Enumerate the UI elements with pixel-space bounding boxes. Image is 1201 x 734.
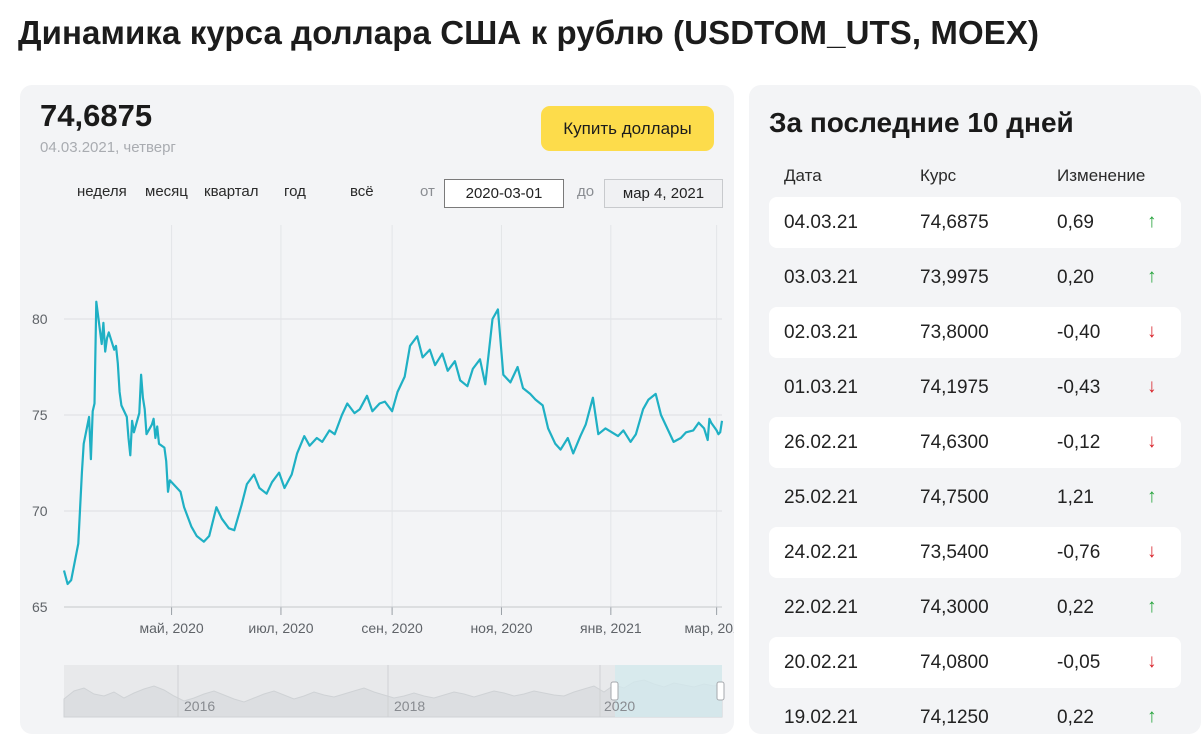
range-from-label: от [420, 183, 435, 200]
table-row: 22.02.21 74,3000 0,22 ↑ [769, 582, 1181, 633]
range-navigator[interactable]: 2016 2018 2020 [63, 665, 725, 718]
x-axis: май, 2020 июл, 2020 сен, 2020 ноя, 2020 янв,… [64, 606, 734, 636]
row-date: 22.02.21 [784, 597, 858, 618]
table-row: 25.02.21 74,7500 1,21 ↑ [769, 472, 1181, 523]
row-rate: 74,7500 [920, 487, 989, 508]
y-tick-label: 70 [32, 503, 48, 519]
page-title: Динамика курса доллара США к рублю (USDT… [18, 14, 1040, 51]
arrow-down-icon: ↓ [1147, 431, 1157, 452]
chart-grid [64, 225, 722, 611]
row-change: -0,05 [1057, 652, 1101, 673]
last-10-days-panel: За последние 10 дней Дата Курс Изменение… [749, 85, 1201, 734]
date-from-input[interactable] [444, 179, 564, 208]
x-tick-label: май, 2020 [139, 620, 203, 636]
table-row: 26.02.21 74,6300 -0,12 ↓ [769, 417, 1181, 468]
row-rate: 74,6300 [920, 432, 989, 453]
x-tick-label: мар, 2021 [685, 620, 734, 636]
period-month[interactable]: месяц [145, 183, 188, 200]
usd-rate-line [62, 300, 724, 586]
row-change: 0,22 [1057, 597, 1094, 618]
row-change: 0,69 [1057, 212, 1094, 233]
row-date: 03.03.21 [784, 267, 858, 288]
table-row: 20.02.21 74,0800 -0,05 ↓ [769, 637, 1181, 688]
table-row: 24.02.21 73,5400 -0,76 ↓ [769, 527, 1181, 578]
arrow-down-icon: ↓ [1147, 651, 1157, 672]
arrow-up-icon: ↑ [1147, 706, 1157, 727]
row-date: 24.02.21 [784, 542, 858, 563]
period-all[interactable]: всё [350, 183, 374, 200]
rate-date: 04.03.2021, четверг [40, 139, 176, 156]
x-tick-label: ноя, 2020 [470, 620, 532, 636]
row-rate: 73,9975 [920, 267, 989, 288]
table-row: 03.03.21 73,9975 0,20 ↑ [769, 252, 1181, 303]
arrow-up-icon: ↑ [1147, 486, 1157, 507]
x-tick-label: июл, 2020 [248, 620, 313, 636]
table-row: 19.02.21 74,1250 0,22 ↑ [769, 692, 1181, 734]
row-change: 1,21 [1057, 487, 1094, 508]
column-header-date: Дата [784, 166, 822, 185]
x-tick-label: янв, 2021 [580, 620, 642, 636]
range-to-label: до [577, 183, 595, 200]
table-title: За последние 10 дней [769, 107, 1074, 138]
row-date: 19.02.21 [784, 707, 858, 728]
row-date: 01.03.21 [784, 377, 858, 398]
arrow-down-icon: ↓ [1147, 541, 1157, 562]
row-change: 0,20 [1057, 267, 1094, 288]
navigator-right-handle[interactable] [716, 681, 725, 701]
row-rate: 73,8000 [920, 322, 989, 343]
y-axis: 65 70 75 80 [32, 311, 48, 615]
row-date: 26.02.21 [784, 432, 858, 453]
row-change: -0,76 [1057, 542, 1101, 563]
row-rate: 74,6875 [920, 212, 989, 233]
arrow-up-icon: ↑ [1147, 211, 1157, 232]
column-header-rate: Курс [920, 166, 957, 185]
period-year[interactable]: год [284, 183, 306, 200]
row-date: 02.03.21 [784, 322, 858, 343]
navigator-year-label: 2016 [184, 698, 215, 714]
table-row: 01.03.21 74,1975 -0,43 ↓ [769, 362, 1181, 413]
row-rate: 74,1250 [920, 707, 989, 728]
current-rate: 74,6875 [40, 98, 153, 133]
y-tick-label: 75 [32, 407, 48, 423]
arrow-down-icon: ↓ [1147, 321, 1157, 342]
row-change: -0,40 [1057, 322, 1101, 343]
row-change: 0,22 [1057, 707, 1094, 728]
row-change: -0,43 [1057, 377, 1101, 398]
date-to-input[interactable] [604, 179, 723, 208]
navigator-year-label: 2020 [604, 698, 635, 714]
y-tick-label: 65 [32, 599, 48, 615]
row-date: 04.03.21 [784, 212, 858, 233]
row-date: 20.02.21 [784, 652, 858, 673]
navigator-selection[interactable] [615, 665, 722, 717]
row-rate: 74,3000 [920, 597, 989, 618]
row-rate: 74,1975 [920, 377, 989, 398]
row-rate: 73,5400 [920, 542, 989, 563]
table-row: 02.03.21 73,8000 -0,40 ↓ [769, 307, 1181, 358]
table-row: 04.03.21 74,6875 0,69 ↑ [769, 197, 1181, 248]
row-date: 25.02.21 [784, 487, 858, 508]
buy-dollars-button[interactable]: Купить доллары [541, 106, 714, 151]
arrow-up-icon: ↑ [1147, 596, 1157, 617]
row-change: -0,12 [1057, 432, 1101, 453]
period-quarter[interactable]: квартал [204, 183, 259, 200]
arrow-down-icon: ↓ [1147, 376, 1157, 397]
y-tick-label: 80 [32, 311, 48, 327]
rate-chart: 65 70 75 80 май, 2020 июл, 2020 сен, 2020 ноя,… [32, 225, 734, 718]
navigator-year-label: 2018 [394, 698, 425, 714]
period-week[interactable]: неделя [77, 183, 127, 200]
x-tick-label: сен, 2020 [361, 620, 423, 636]
navigator-left-handle[interactable] [610, 681, 619, 701]
chart-card: 74,6875 04.03.2021, четверг Купить долла… [20, 85, 734, 734]
arrow-up-icon: ↑ [1147, 266, 1157, 287]
column-header-change: Изменение [1057, 166, 1146, 185]
row-rate: 74,0800 [920, 652, 989, 673]
